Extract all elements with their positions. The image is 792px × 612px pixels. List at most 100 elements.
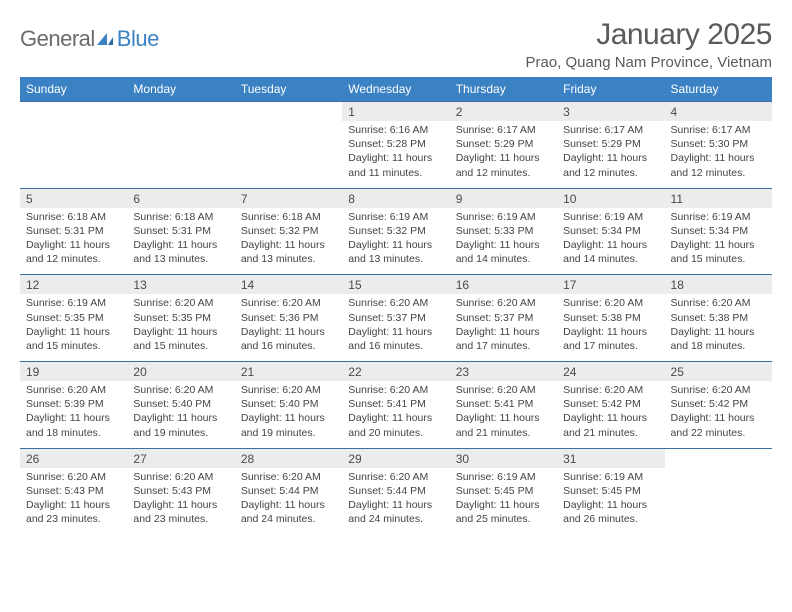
sunset-text: Sunset: 5:39 PM [26,397,121,411]
sunrise-text: Sunrise: 6:18 AM [241,210,336,224]
daylight-text: Daylight: 11 hours and 17 minutes. [563,325,658,353]
sunrise-text: Sunrise: 6:19 AM [671,210,766,224]
date-cell: 27 [127,449,234,468]
sunrise-text: Sunrise: 6:17 AM [456,123,551,137]
weekday-header: Saturday [665,77,772,102]
info-cell: Sunrise: 6:20 AMSunset: 5:44 PMDaylight:… [235,468,342,535]
daylight-text: Daylight: 11 hours and 21 minutes. [456,411,551,439]
date-cell: 2 [450,102,557,121]
daylight-text: Daylight: 11 hours and 16 minutes. [348,325,443,353]
date-cell: 17 [557,275,664,294]
info-cell: Sunrise: 6:20 AMSunset: 5:41 PMDaylight:… [450,381,557,448]
weekday-header: Tuesday [235,77,342,102]
date-cell [235,102,342,121]
daylight-text: Daylight: 11 hours and 14 minutes. [456,238,551,266]
date-cell: 13 [127,275,234,294]
date-cell: 22 [342,362,449,381]
date-row: 262728293031 [20,449,772,468]
daylight-text: Daylight: 11 hours and 22 minutes. [671,411,766,439]
sunset-text: Sunset: 5:38 PM [671,311,766,325]
info-cell [235,121,342,188]
daylight-text: Daylight: 11 hours and 14 minutes. [563,238,658,266]
sunset-text: Sunset: 5:40 PM [241,397,336,411]
weekday-header: Monday [127,77,234,102]
date-cell: 1 [342,102,449,121]
date-cell [20,102,127,121]
sunset-text: Sunset: 5:41 PM [348,397,443,411]
info-cell: Sunrise: 6:17 AMSunset: 5:29 PMDaylight:… [557,121,664,188]
info-cell: Sunrise: 6:20 AMSunset: 5:42 PMDaylight:… [557,381,664,448]
info-cell: Sunrise: 6:19 AMSunset: 5:33 PMDaylight:… [450,208,557,275]
date-cell: 26 [20,449,127,468]
date-cell: 7 [235,189,342,208]
date-cell: 16 [450,275,557,294]
logo-text-general: General [20,26,95,52]
sunset-text: Sunset: 5:37 PM [456,311,551,325]
info-cell [665,468,772,535]
sunset-text: Sunset: 5:43 PM [133,484,228,498]
date-cell: 15 [342,275,449,294]
daylight-text: Daylight: 11 hours and 26 minutes. [563,498,658,526]
sunrise-text: Sunrise: 6:20 AM [133,383,228,397]
info-cell: Sunrise: 6:20 AMSunset: 5:37 PMDaylight:… [450,294,557,361]
weekday-header: Thursday [450,77,557,102]
calendar-table: SundayMondayTuesdayWednesdayThursdayFrid… [20,77,772,534]
sunset-text: Sunset: 5:34 PM [671,224,766,238]
info-cell: Sunrise: 6:20 AMSunset: 5:40 PMDaylight:… [127,381,234,448]
sunset-text: Sunset: 5:40 PM [133,397,228,411]
daylight-text: Daylight: 11 hours and 23 minutes. [133,498,228,526]
sunrise-text: Sunrise: 6:17 AM [671,123,766,137]
info-cell [20,121,127,188]
date-cell: 24 [557,362,664,381]
date-cell: 6 [127,189,234,208]
sunset-text: Sunset: 5:36 PM [241,311,336,325]
sunrise-text: Sunrise: 6:20 AM [241,296,336,310]
info-cell: Sunrise: 6:20 AMSunset: 5:44 PMDaylight:… [342,468,449,535]
sunset-text: Sunset: 5:33 PM [456,224,551,238]
sunrise-text: Sunrise: 6:20 AM [133,470,228,484]
daylight-text: Daylight: 11 hours and 15 minutes. [26,325,121,353]
date-cell: 21 [235,362,342,381]
daylight-text: Daylight: 11 hours and 13 minutes. [348,238,443,266]
info-cell: Sunrise: 6:20 AMSunset: 5:37 PMDaylight:… [342,294,449,361]
sunset-text: Sunset: 5:32 PM [241,224,336,238]
daylight-text: Daylight: 11 hours and 18 minutes. [26,411,121,439]
info-cell: Sunrise: 6:20 AMSunset: 5:38 PMDaylight:… [557,294,664,361]
info-cell: Sunrise: 6:18 AMSunset: 5:32 PMDaylight:… [235,208,342,275]
sunset-text: Sunset: 5:44 PM [348,484,443,498]
info-cell: Sunrise: 6:19 AMSunset: 5:35 PMDaylight:… [20,294,127,361]
logo: General Blue [20,26,159,52]
info-cell: Sunrise: 6:19 AMSunset: 5:34 PMDaylight:… [665,208,772,275]
daylight-text: Daylight: 11 hours and 24 minutes. [241,498,336,526]
daylight-text: Daylight: 11 hours and 13 minutes. [241,238,336,266]
daylight-text: Daylight: 11 hours and 12 minutes. [563,151,658,179]
weekday-header-row: SundayMondayTuesdayWednesdayThursdayFrid… [20,77,772,102]
sunrise-text: Sunrise: 6:20 AM [348,383,443,397]
info-cell: Sunrise: 6:17 AMSunset: 5:29 PMDaylight:… [450,121,557,188]
sunrise-text: Sunrise: 6:20 AM [133,296,228,310]
info-row: Sunrise: 6:18 AMSunset: 5:31 PMDaylight:… [20,208,772,275]
info-cell: Sunrise: 6:16 AMSunset: 5:28 PMDaylight:… [342,121,449,188]
sunset-text: Sunset: 5:32 PM [348,224,443,238]
daylight-text: Daylight: 11 hours and 12 minutes. [456,151,551,179]
sunset-text: Sunset: 5:45 PM [563,484,658,498]
sunset-text: Sunset: 5:30 PM [671,137,766,151]
date-cell: 9 [450,189,557,208]
date-cell [665,449,772,468]
daylight-text: Daylight: 11 hours and 15 minutes. [671,238,766,266]
sunrise-text: Sunrise: 6:20 AM [241,470,336,484]
daylight-text: Daylight: 11 hours and 11 minutes. [348,151,443,179]
sunset-text: Sunset: 5:42 PM [671,397,766,411]
date-cell [127,102,234,121]
daylight-text: Daylight: 11 hours and 20 minutes. [348,411,443,439]
daylight-text: Daylight: 11 hours and 23 minutes. [26,498,121,526]
sunrise-text: Sunrise: 6:18 AM [26,210,121,224]
info-cell: Sunrise: 6:18 AMSunset: 5:31 PMDaylight:… [20,208,127,275]
logo-sail-icon [95,32,115,46]
info-cell [127,121,234,188]
month-title: January 2025 [525,18,772,52]
sunrise-text: Sunrise: 6:20 AM [348,470,443,484]
date-row: 567891011 [20,189,772,208]
sunrise-text: Sunrise: 6:20 AM [456,296,551,310]
date-cell: 30 [450,449,557,468]
